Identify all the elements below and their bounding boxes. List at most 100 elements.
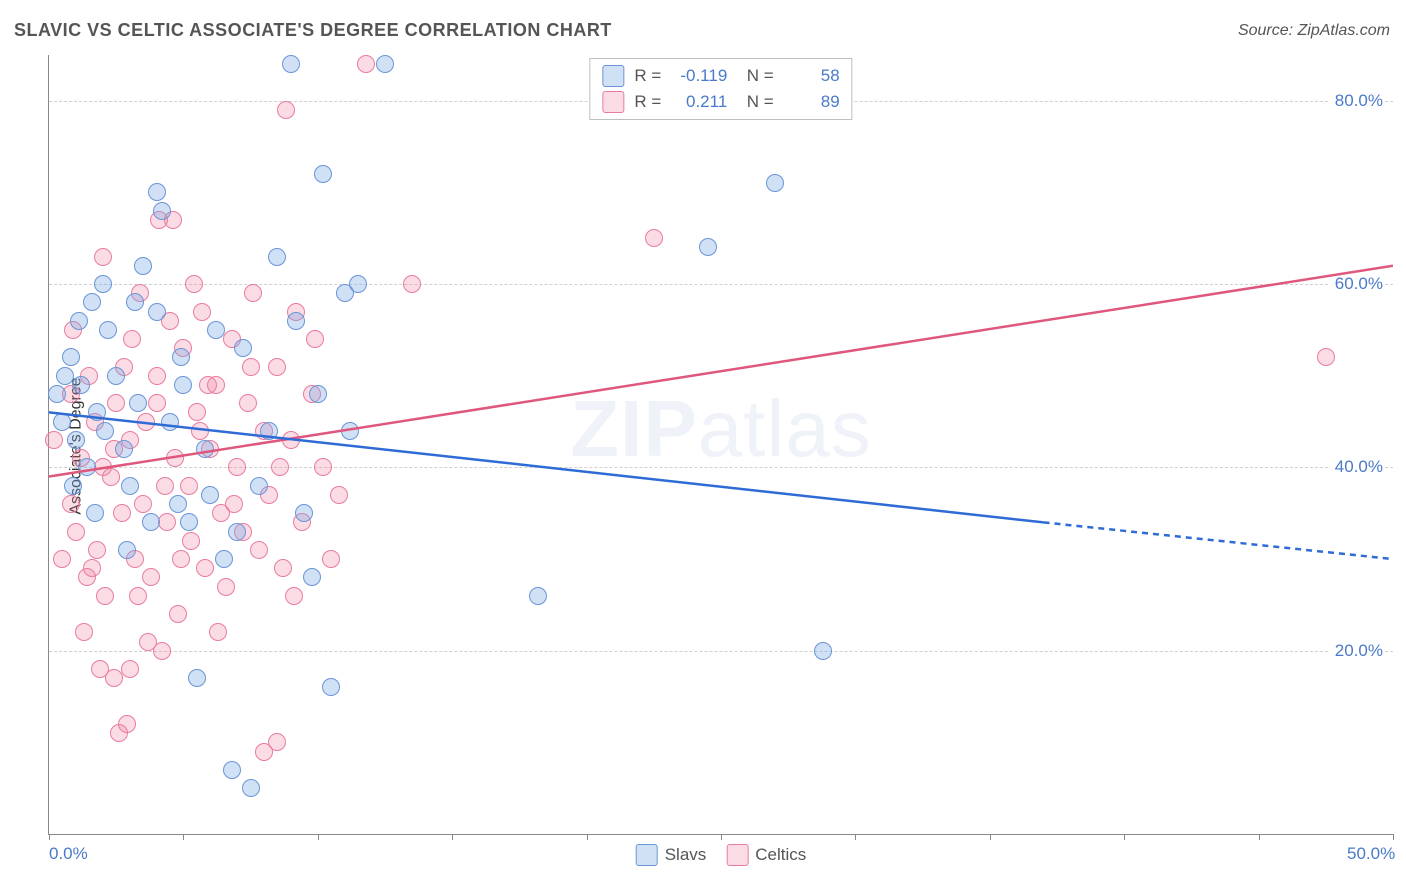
x-tick — [855, 834, 856, 840]
scatter-point-slavs — [287, 312, 305, 330]
scatter-point-slavs — [314, 165, 332, 183]
scatter-point-slavs — [242, 779, 260, 797]
x-tick — [587, 834, 588, 840]
scatter-point-celtics — [45, 431, 63, 449]
scatter-point-slavs — [196, 440, 214, 458]
trend-lines — [49, 55, 1393, 834]
scatter-point-celtics — [282, 431, 300, 449]
scatter-point-slavs — [129, 394, 147, 412]
scatter-point-slavs — [126, 293, 144, 311]
scatter-point-celtics — [113, 504, 131, 522]
scatter-point-slavs — [99, 321, 117, 339]
scatter-point-celtics — [94, 248, 112, 266]
swatch-slavs-icon — [602, 65, 624, 87]
scatter-point-celtics — [199, 376, 217, 394]
scatter-point-slavs — [223, 761, 241, 779]
scatter-point-celtics — [274, 559, 292, 577]
scatter-point-slavs — [529, 587, 547, 605]
scatter-point-celtics — [209, 623, 227, 641]
scatter-point-celtics — [123, 330, 141, 348]
scatter-point-celtics — [277, 101, 295, 119]
x-tick — [1393, 834, 1394, 840]
scatter-point-slavs — [161, 413, 179, 431]
scatter-point-slavs — [341, 422, 359, 440]
scatter-point-celtics — [196, 559, 214, 577]
scatter-point-celtics — [172, 550, 190, 568]
scatter-point-slavs — [814, 642, 832, 660]
scatter-point-celtics — [268, 358, 286, 376]
scatter-point-celtics — [244, 284, 262, 302]
scatter-point-slavs — [72, 376, 90, 394]
scatter-point-celtics — [285, 587, 303, 605]
scatter-point-celtics — [148, 394, 166, 412]
scatter-point-celtics — [322, 550, 340, 568]
scatter-point-slavs — [260, 422, 278, 440]
scatter-point-celtics — [137, 413, 155, 431]
scatter-point-celtics — [129, 587, 147, 605]
legend-item-slavs: Slavs — [636, 844, 707, 866]
scatter-point-slavs — [250, 477, 268, 495]
plot-area: ZIPatlas R = -0.119 N = 58 R = 0.211 N =… — [48, 55, 1393, 835]
scatter-point-celtics — [91, 660, 109, 678]
scatter-point-celtics — [148, 367, 166, 385]
scatter-point-celtics — [158, 513, 176, 531]
y-tick-label: 40.0% — [1329, 457, 1383, 477]
scatter-point-slavs — [134, 257, 152, 275]
scatter-point-slavs — [766, 174, 784, 192]
scatter-point-slavs — [64, 477, 82, 495]
scatter-point-celtics — [191, 422, 209, 440]
scatter-point-celtics — [83, 559, 101, 577]
scatter-point-slavs — [268, 248, 286, 266]
scatter-point-slavs — [121, 477, 139, 495]
scatter-point-celtics — [121, 660, 139, 678]
source-label: Source: ZipAtlas.com — [1238, 22, 1390, 40]
scatter-point-celtics — [403, 275, 421, 293]
scatter-point-slavs — [142, 513, 160, 531]
scatter-point-celtics — [185, 275, 203, 293]
scatter-point-slavs — [148, 183, 166, 201]
scatter-point-celtics — [75, 623, 93, 641]
scatter-point-celtics — [217, 578, 235, 596]
watermark: ZIPatlas — [570, 383, 871, 475]
y-tick-label: 60.0% — [1329, 274, 1383, 294]
scatter-point-slavs — [180, 513, 198, 531]
chart-title: SLAVIC VS CELTIC ASSOCIATE'S DEGREE CORR… — [14, 20, 612, 41]
scatter-point-slavs — [169, 495, 187, 513]
scatter-point-slavs — [56, 367, 74, 385]
scatter-point-slavs — [96, 422, 114, 440]
scatter-point-slavs — [349, 275, 367, 293]
scatter-point-celtics — [180, 477, 198, 495]
scatter-point-celtics — [67, 523, 85, 541]
scatter-point-celtics — [182, 532, 200, 550]
scatter-point-celtics — [107, 394, 125, 412]
scatter-point-slavs — [153, 202, 171, 220]
swatch-slavs-icon — [636, 844, 658, 866]
swatch-celtics-icon — [726, 844, 748, 866]
scatter-point-celtics — [228, 458, 246, 476]
scatter-point-celtics — [225, 495, 243, 513]
scatter-point-celtics — [193, 303, 211, 321]
x-tick-label: 0.0% — [49, 844, 88, 864]
scatter-point-celtics — [139, 633, 157, 651]
x-tick — [452, 834, 453, 840]
n-value-celtics: 89 — [784, 92, 840, 112]
scatter-point-slavs — [188, 669, 206, 687]
scatter-point-slavs — [118, 541, 136, 559]
legend-row-slavs: R = -0.119 N = 58 — [602, 63, 839, 89]
scatter-point-slavs — [201, 486, 219, 504]
scatter-point-celtics — [102, 468, 120, 486]
scatter-point-celtics — [239, 394, 257, 412]
scatter-point-celtics — [166, 449, 184, 467]
series-legend: Slavs Celtics — [636, 844, 807, 866]
scatter-point-slavs — [303, 568, 321, 586]
scatter-point-slavs — [295, 504, 313, 522]
scatter-point-slavs — [62, 348, 80, 366]
x-tick — [721, 834, 722, 840]
y-tick-label: 80.0% — [1329, 91, 1383, 111]
scatter-point-slavs — [309, 385, 327, 403]
scatter-point-celtics — [96, 587, 114, 605]
scatter-point-celtics — [250, 541, 268, 559]
scatter-point-slavs — [70, 312, 88, 330]
r-value-slavs: -0.119 — [671, 66, 727, 86]
x-tick — [183, 834, 184, 840]
